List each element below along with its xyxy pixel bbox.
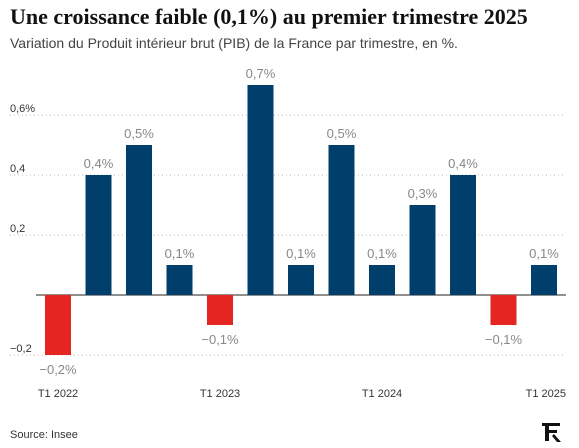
data-label: 0,1% xyxy=(529,246,559,261)
x-tick-label: T1 2022 xyxy=(38,388,78,400)
bar xyxy=(207,295,233,325)
y-tick-label: −0,2 xyxy=(10,343,32,355)
data-label: 0,1% xyxy=(367,246,397,261)
data-labels: −0,2% 0,4% 0,5% 0,1% −0,1% 0,7% 0,1% 0,5% 0,1% 0,… xyxy=(39,66,559,377)
data-label: 0,1% xyxy=(286,246,316,261)
y-tick-label: 0,4 xyxy=(10,163,25,175)
bar xyxy=(85,175,112,295)
x-tick-label: T1 2025 xyxy=(526,388,566,400)
data-label: 0,7% xyxy=(246,66,276,81)
data-label: −0,1% xyxy=(201,332,239,347)
bar xyxy=(450,175,476,295)
bar xyxy=(531,265,557,295)
x-axis-ticks: T1 2022 T1 2023 T1 2024 T1 2025 xyxy=(38,388,566,400)
bar xyxy=(409,205,436,295)
bar xyxy=(247,85,274,295)
x-tick-label: T1 2023 xyxy=(200,388,240,400)
x-tick-label: T1 2024 xyxy=(362,388,402,400)
bar xyxy=(369,265,395,295)
bar xyxy=(490,295,517,325)
data-label: 0,3% xyxy=(408,186,438,201)
data-label: 0,5% xyxy=(124,126,154,141)
bars xyxy=(45,85,557,355)
bar xyxy=(328,145,355,295)
data-label: 0,1% xyxy=(165,246,195,261)
data-label: −0,2% xyxy=(39,362,77,377)
bar xyxy=(126,145,152,295)
y-axis-ticks: −0,2 0,2 0,4 0,6% xyxy=(10,103,35,355)
figaro-f-logo-icon xyxy=(542,423,561,442)
bar xyxy=(45,295,71,355)
data-label: 0,5% xyxy=(327,126,357,141)
chart-title: Une croissance faible (0,1%) au premier … xyxy=(10,4,528,29)
bar-chart: −0,2 0,2 0,4 0,6% −0,2% 0,4% 0,5% 0,1% −0,1% 0,7… xyxy=(10,66,566,400)
bar xyxy=(288,265,314,295)
y-tick-label: 0,2 xyxy=(10,223,25,235)
chart-subtitle: Variation du Produit intérieur brut (PIB… xyxy=(10,35,458,51)
data-label: 0,4% xyxy=(84,156,114,171)
data-label: −0,1% xyxy=(485,332,523,347)
bar xyxy=(166,265,193,295)
y-tick-label: 0,6% xyxy=(10,103,35,115)
data-label: 0,4% xyxy=(448,156,478,171)
source-note: Source: Insee xyxy=(10,429,78,441)
